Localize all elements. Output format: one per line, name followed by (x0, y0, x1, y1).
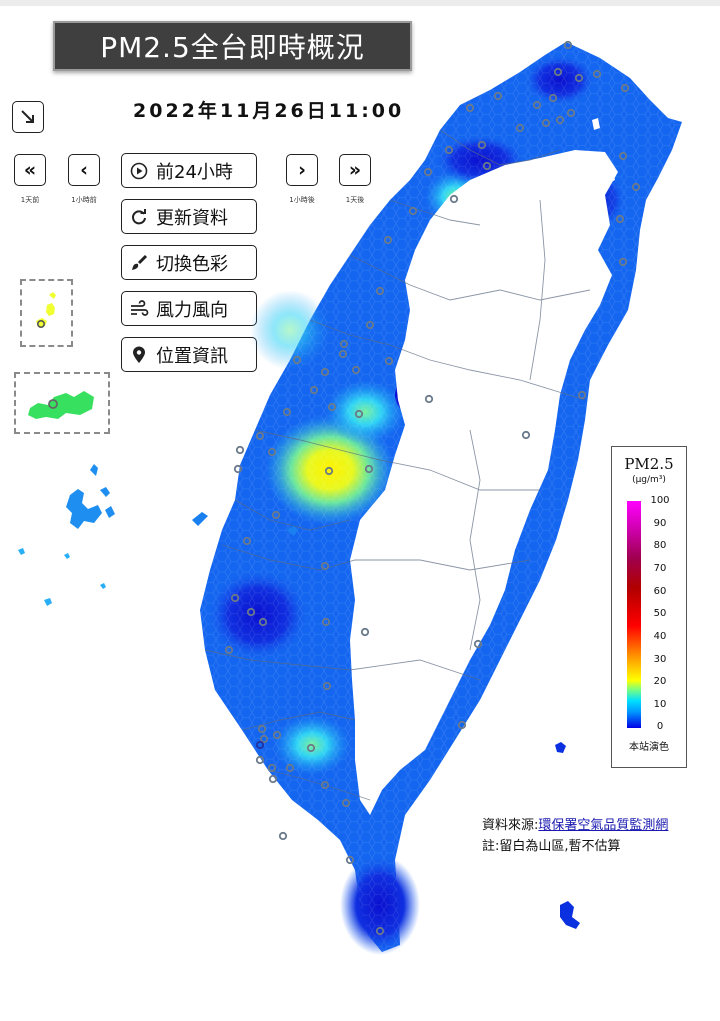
double-chevron-right-icon: » (348, 159, 362, 181)
penghu-islands (18, 464, 115, 606)
next-hour-button[interactable]: › (286, 154, 318, 186)
legend-tick: 50 (653, 608, 667, 619)
source-link[interactable]: 環保署空氣品質監測網 (538, 818, 669, 833)
legend-tick: 20 (653, 676, 667, 687)
source-label: 資料來源: (482, 818, 539, 833)
double-chevron-left-icon: « (23, 159, 37, 181)
prev-hour-caption: 1小時前 (71, 196, 97, 204)
top-strip (0, 0, 720, 6)
legend-footer: 本站演色 (629, 742, 669, 753)
location-button[interactable]: 位置資訊 (121, 337, 257, 372)
legend-tick: 70 (653, 563, 667, 574)
refresh-icon (122, 208, 156, 226)
page-title: PM2.5全台即時概況 (53, 21, 412, 71)
source-note: 註:留白為山區,暫不估算 (482, 839, 621, 854)
matsu-islands-map (36, 292, 56, 328)
legend-tick: 10 (653, 699, 667, 710)
chevron-left-icon: ‹ (80, 159, 88, 181)
kinmen-inset[interactable] (14, 372, 110, 434)
prev-day-caption: 1天前 (20, 196, 40, 204)
play-circle-icon (122, 162, 156, 180)
green-island (555, 742, 566, 753)
past-24h-button[interactable]: 前24小時 (121, 153, 257, 188)
kinmen-island-map (28, 391, 94, 419)
collapse-button[interactable] (12, 101, 44, 133)
coastal-islet (192, 512, 208, 526)
past-24h-label: 前24小時 (156, 161, 233, 183)
next-hour-caption: 1小時後 (289, 196, 315, 204)
wind-icon (122, 299, 156, 318)
county-borders (204, 129, 591, 801)
switch-color-button[interactable]: 切換色彩 (121, 245, 257, 280)
prev-hour-button[interactable]: ‹ (68, 154, 100, 186)
wind-button[interactable]: 風力風向 (121, 291, 257, 326)
next-day-button[interactable]: » (339, 154, 371, 186)
orchid-island (560, 901, 580, 929)
pm25-legend: PM2.5 (μg/m³) 100 90 80 70 60 50 40 30 2… (611, 446, 687, 768)
switch-color-label: 切換色彩 (156, 253, 228, 275)
matsu-inset[interactable] (20, 279, 73, 347)
hex-grid-texture (200, 42, 682, 952)
refresh-button[interactable]: 更新資料 (121, 199, 257, 234)
wind-label: 風力風向 (156, 299, 228, 321)
legend-tick: 80 (653, 540, 667, 551)
legend-tick: 0 (656, 721, 664, 732)
legend-tick: 30 (653, 654, 667, 665)
location-label: 位置資訊 (156, 345, 228, 367)
arrow-down-right-icon (21, 110, 34, 123)
legend-tick: 90 (653, 518, 667, 529)
next-day-caption: 1天後 (345, 196, 365, 204)
refresh-label: 更新資料 (156, 207, 228, 229)
chevron-right-icon: › (298, 159, 306, 181)
legend-tick: 40 (653, 631, 667, 642)
legend-title: PM2.5 (624, 455, 674, 473)
prev-day-button[interactable]: « (14, 154, 46, 186)
sandbar (286, 526, 298, 536)
timestamp: 2022年11月26日11:00 (133, 100, 405, 122)
legend-color-bar (627, 501, 641, 728)
legend-tick: 60 (653, 586, 667, 597)
legend-unit: (μg/m³) (632, 475, 666, 485)
map-pin-icon (122, 346, 156, 364)
monitoring-stations[interactable] (224, 40, 641, 936)
data-source: 資料來源:環保署空氣品質監測網 註:留白為山區,暫不估算 (482, 815, 668, 857)
paint-brush-icon (122, 254, 156, 272)
legend-tick: 100 (650, 495, 670, 506)
